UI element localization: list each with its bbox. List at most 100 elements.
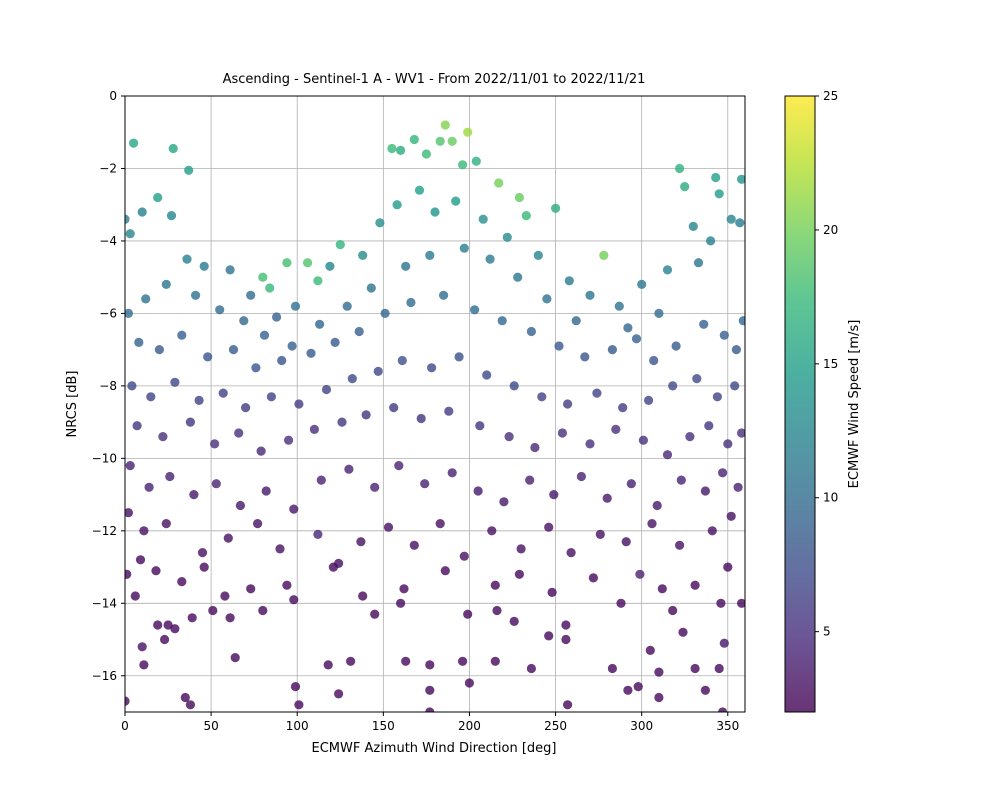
data-point [633,682,643,692]
data-point [716,598,726,608]
y-tick-label: −2 [99,161,117,175]
data-point [730,381,740,391]
data-point [714,663,724,674]
data-point [163,620,173,630]
data-point [290,682,301,692]
data-point [275,544,285,554]
data-point [554,341,564,351]
data-point [551,203,561,213]
data-point [719,638,729,648]
data-point [425,707,435,712]
data-point [306,348,316,358]
data-point [266,392,276,402]
data-point [509,381,519,391]
data-point [235,500,245,511]
data-point [471,156,481,166]
data-point [361,410,371,420]
data-point [544,522,554,532]
data-point [516,544,526,554]
data-point [401,656,411,666]
data-point [125,569,132,579]
data-point [129,138,139,148]
data-point [394,461,404,471]
data-point [652,500,662,511]
data-point [125,229,135,239]
data-point [182,254,192,264]
data-point [358,591,368,601]
grid [124,95,745,712]
colorbar-tick-label: 25 [823,89,838,103]
data-point [194,395,204,405]
data-point [435,136,445,146]
x-tick-label: 0 [121,719,129,733]
data-point [475,421,485,431]
data-point [564,276,574,286]
data-point [444,406,454,416]
data-point [654,667,664,677]
x-tick-label: 100 [286,719,309,733]
data-point [125,308,133,318]
data-point [399,584,409,594]
data-point [184,165,194,175]
data-point [239,316,249,326]
data-point [737,428,745,438]
data-point [366,283,376,293]
data-point [289,595,299,605]
data-point [533,250,543,260]
data-point [334,558,344,569]
data-point [284,435,294,445]
data-point [168,143,178,154]
data-point [344,464,354,474]
data-point [726,214,736,224]
data-point [614,301,624,311]
data-point [294,700,304,710]
x-tick-label: 300 [630,719,653,733]
y-axis-label: NRCS [dB] [65,371,80,438]
data-point [693,258,704,268]
data-point [623,685,633,695]
data-point [662,265,673,275]
data-point [451,196,461,206]
data-point [557,428,568,438]
data-point [132,421,142,431]
data-point [526,326,537,337]
data-point [585,290,595,300]
data-point [616,598,626,608]
data-point [135,555,146,565]
data-point [712,392,723,402]
y-tick-label: −4 [99,234,117,248]
data-point [421,149,431,159]
data-point [261,486,271,496]
data-point [409,540,419,550]
data-point [621,537,631,547]
data-point [680,182,690,192]
data-point [599,250,609,260]
data-point [563,700,573,710]
data-point [383,522,394,532]
data-point [228,345,239,355]
data-point [185,700,195,710]
data-point [662,450,673,460]
data-point [731,345,742,355]
data-point [289,504,299,514]
data-point [218,388,228,398]
data-point [690,580,700,590]
data-point [626,479,636,489]
plot-frame [124,95,746,713]
data-point [602,493,612,503]
data-point [315,319,325,329]
data-point [313,276,323,286]
data-point [631,334,642,344]
data-point [223,533,233,543]
y-tick-label: −6 [99,306,117,320]
data-point [499,497,509,507]
data-point [718,468,728,478]
data-point [454,352,464,362]
data-point [464,678,474,688]
data-point [370,609,380,619]
data-point [406,297,416,308]
data-point [416,413,426,424]
data-point [463,609,473,619]
data-point [141,294,151,304]
